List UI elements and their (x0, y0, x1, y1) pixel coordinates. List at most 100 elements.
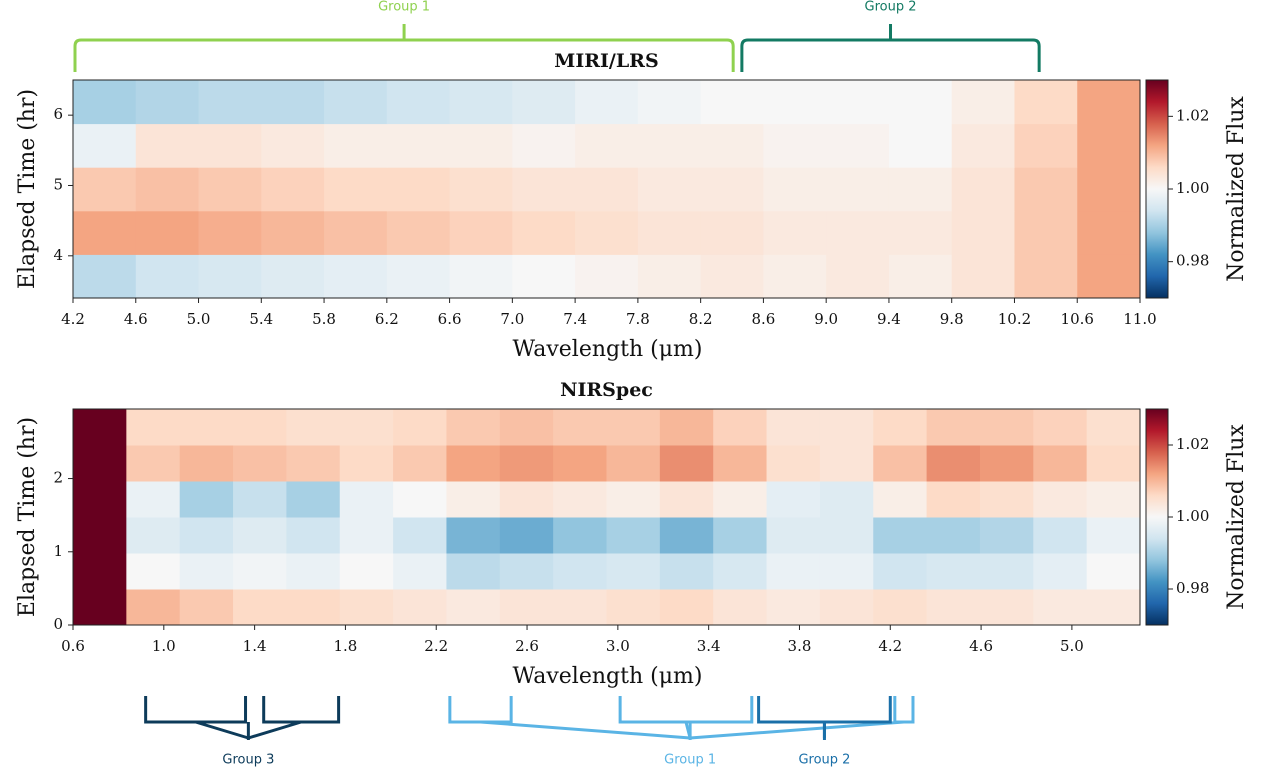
heatmap-cell (926, 553, 981, 590)
heatmap-cell (126, 517, 181, 554)
x-tick-label: 3.8 (788, 637, 812, 655)
heatmap-cell (393, 517, 447, 554)
heatmap-cell (637, 123, 702, 168)
y-tick-label: 2 (53, 469, 63, 487)
heatmap-cell (1086, 445, 1141, 482)
heatmap-cell (179, 517, 234, 554)
heatmap-cell (766, 481, 821, 518)
heatmap-cell (819, 409, 874, 446)
heatmap-cell (659, 589, 714, 626)
heatmap-cell (126, 589, 181, 626)
colorbar (1145, 408, 1169, 626)
heatmap-cell (606, 445, 661, 482)
x-tick-label: 1.8 (333, 637, 357, 655)
heatmap-cell (339, 481, 394, 518)
colorbar (1145, 79, 1169, 299)
heatmap-cell (339, 445, 394, 482)
heatmap-cell (73, 409, 127, 446)
heatmap-cell (261, 123, 325, 168)
heatmap-cell (233, 445, 287, 482)
x-tick-label: 11.0 (1123, 310, 1156, 328)
heatmap-cell (324, 167, 388, 212)
x-tick-label: 7.4 (563, 310, 587, 328)
heatmap-cell (873, 589, 928, 626)
heatmap-cell (339, 589, 394, 626)
heatmap-cell (873, 553, 928, 590)
heatmap-cell (951, 123, 1015, 168)
group-bracket (73, 24, 735, 72)
heatmap-cell (386, 210, 451, 255)
heatmap-cell (512, 210, 576, 255)
heatmap-cell (763, 167, 827, 212)
heatmap-cell (553, 589, 607, 626)
heatmap-cell (499, 553, 554, 590)
x-tick-label: 6.2 (375, 310, 399, 328)
heatmap-cell (446, 553, 501, 590)
x-tick-label: 8.2 (689, 310, 713, 328)
heatmap-cell (324, 80, 388, 125)
heatmap-cell (393, 553, 447, 590)
heatmap-cell (499, 409, 554, 446)
y-tick-label: 6 (53, 105, 63, 123)
heatmap-cell (606, 589, 661, 626)
heatmap-cell (446, 409, 501, 446)
x-tick-label: 5.0 (187, 310, 211, 328)
heatmap-cell (979, 517, 1034, 554)
x-tick-label: 9.0 (814, 310, 838, 328)
heatmap-cell (873, 409, 928, 446)
y-axis-label: Elapsed Time (hr) (15, 89, 40, 289)
x-tick-label: 7.0 (500, 310, 524, 328)
heatmap-cell (575, 254, 639, 299)
heatmap-cell (606, 481, 661, 518)
x-tick-label: 5.4 (249, 310, 273, 328)
x-tick-label: 10.6 (1061, 310, 1094, 328)
heatmap-cell (1086, 409, 1141, 446)
x-axis-label: Wavelength (μm) (513, 337, 703, 362)
heatmap-cell (198, 254, 262, 299)
x-tick-label: 5.0 (1060, 637, 1084, 655)
heatmap-cell (286, 445, 341, 482)
heatmap-cell (763, 254, 827, 299)
x-tick-label: 1.0 (152, 637, 176, 655)
heatmap-cell (446, 517, 501, 554)
heatmap-cell (386, 80, 451, 125)
heatmap-cell (951, 210, 1015, 255)
heatmap-cell (979, 409, 1034, 446)
heatmap-cell (888, 123, 953, 168)
heatmap-cell (73, 123, 137, 168)
heatmap-cell (637, 80, 702, 125)
group-bracket (448, 696, 691, 740)
chart-title: NIRSpec (560, 379, 653, 401)
heatmap-cell (819, 589, 874, 626)
x-tick-label: 7.8 (626, 310, 650, 328)
heatmap-cell (1033, 481, 1088, 518)
heatmap-cell (659, 409, 714, 446)
heatmap-cell (179, 445, 234, 482)
colorbar-tick-label: 0.98 (1176, 579, 1209, 597)
heatmap-cell (198, 123, 262, 168)
heatmap-cell (512, 167, 576, 212)
x-tick-label: 4.2 (878, 637, 902, 655)
heatmap-cell (766, 589, 821, 626)
heatmap-cell (324, 123, 388, 168)
x-tick-label: 9.8 (940, 310, 964, 328)
plot-frame (72, 79, 1141, 299)
heatmap-cell (233, 481, 287, 518)
heatmap-cell (826, 123, 890, 168)
heatmap-cell (700, 80, 764, 125)
heatmap-cell (575, 210, 639, 255)
heatmap-cell (179, 589, 234, 626)
group-label: Group 3 (222, 753, 274, 768)
heatmap-cell (713, 481, 768, 518)
heatmap-cell (393, 409, 447, 446)
colorbar-label: Normalized Flux (1224, 424, 1249, 610)
heatmap-cell (499, 517, 554, 554)
heatmap-cell (979, 589, 1034, 626)
heatmap-cell (286, 517, 341, 554)
heatmap-cell (449, 210, 513, 255)
heatmap-cell (261, 167, 325, 212)
heatmap-cell (700, 254, 764, 299)
heatmap-cell (713, 517, 768, 554)
heatmap-cell (1033, 517, 1088, 554)
